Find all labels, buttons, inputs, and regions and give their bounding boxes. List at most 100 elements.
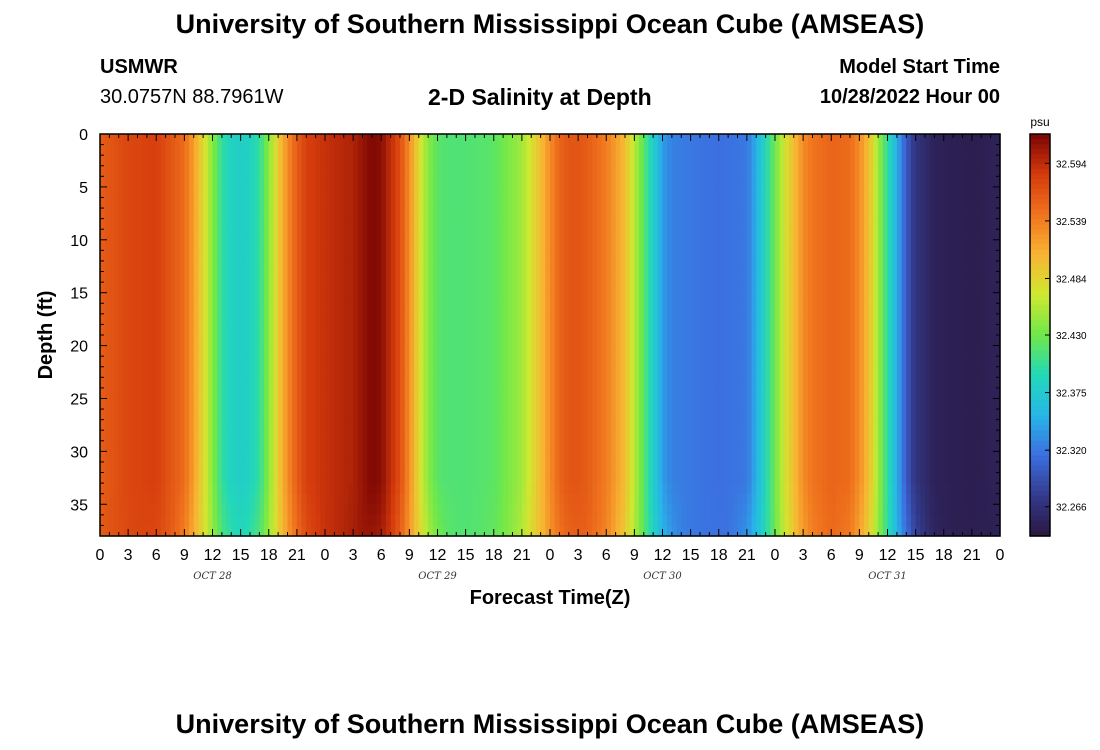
heatmap-cell (259, 504, 265, 516)
heatmap-cell (695, 208, 701, 220)
heatmap-cell (132, 197, 139, 209)
heatmap-cell (671, 356, 678, 368)
heatmap-cell (123, 303, 129, 315)
heatmap-cell (146, 461, 153, 474)
heatmap-cell (259, 366, 265, 378)
heatmap-cell (292, 387, 298, 400)
heatmap-cell (184, 186, 190, 199)
heatmap-cell (268, 271, 275, 283)
heatmap-cell (625, 504, 631, 516)
heatmap-cell (259, 419, 265, 431)
heatmap-cell (446, 282, 453, 294)
heatmap-cell (381, 440, 387, 452)
heatmap-cell (226, 218, 232, 230)
heatmap-cell (235, 461, 242, 474)
heatmap-cell (264, 335, 270, 347)
heatmap-cell (554, 440, 560, 452)
heatmap-cell (681, 356, 687, 368)
heatmap-cell (479, 514, 485, 527)
heatmap-cell (667, 176, 673, 188)
heatmap-cell (137, 250, 143, 262)
heatmap-cell (709, 472, 715, 484)
heatmap-cell (104, 292, 110, 304)
heatmap-cell (578, 218, 584, 230)
heatmap-cell (681, 493, 687, 505)
heatmap-cell (690, 260, 696, 273)
heatmap-cell (540, 366, 546, 378)
heatmap-cell (385, 409, 392, 421)
heatmap-cell (634, 409, 640, 421)
heatmap-cell (362, 451, 368, 463)
heatmap-cell (203, 208, 209, 220)
heatmap-cell (475, 483, 481, 495)
heatmap-cell (217, 387, 223, 400)
heatmap-cell (625, 144, 631, 156)
heatmap-cell (264, 504, 270, 516)
heatmap-cell (292, 250, 298, 262)
heatmap-cell (573, 229, 579, 241)
heatmap-cell (493, 229, 500, 241)
heatmap-cell (109, 461, 115, 474)
heatmap-cell (676, 271, 682, 283)
heatmap-cell (371, 356, 378, 368)
heatmap-cell (442, 525, 448, 537)
heatmap-cell (296, 483, 303, 495)
heatmap-cell (118, 134, 125, 146)
heatmap-cell (578, 155, 584, 167)
heatmap-cell (620, 229, 626, 241)
heatmap-cell (193, 356, 200, 368)
heatmap-cell (493, 493, 500, 505)
heatmap-cell (198, 260, 204, 273)
heatmap-cell (451, 271, 457, 283)
heatmap-cell (442, 218, 448, 230)
heatmap-cell (564, 440, 570, 452)
heatmap-cell (132, 377, 139, 389)
heatmap-cell (362, 398, 368, 410)
heatmap-cell (446, 229, 453, 241)
heatmap-cell (610, 176, 617, 188)
heatmap-cell (132, 260, 139, 273)
heatmap-cell (292, 377, 298, 389)
heatmap-cell (146, 292, 153, 304)
heatmap-cell (676, 176, 682, 188)
heatmap-cell (179, 472, 185, 484)
heatmap-cell (385, 387, 392, 400)
heatmap-cell (193, 525, 200, 537)
heatmap-cell (207, 282, 214, 294)
heatmap-cell (320, 144, 326, 156)
heatmap-cell (606, 366, 612, 378)
heatmap-cell (245, 144, 251, 156)
heatmap-cell (353, 366, 359, 378)
heatmap-cell (118, 483, 125, 495)
heatmap-cell (634, 525, 640, 537)
heatmap-cell (268, 134, 275, 146)
heatmap-cell (146, 409, 153, 421)
heatmap-cell (395, 324, 401, 336)
heatmap-cell (521, 409, 528, 421)
heatmap-cell (606, 250, 612, 262)
heatmap-cell (620, 461, 626, 474)
heatmap-cell (329, 208, 335, 220)
heatmap-cell (498, 144, 504, 156)
heatmap-cell (559, 398, 565, 410)
heatmap-cell (371, 440, 378, 452)
heatmap-cell (690, 472, 696, 484)
heatmap-cell (278, 165, 284, 177)
heatmap-cell (451, 430, 457, 442)
heatmap-cell (493, 134, 500, 146)
heatmap-cell (400, 366, 406, 378)
heatmap-cell (601, 493, 607, 505)
heatmap-cell (587, 345, 593, 357)
heatmap-cell (296, 398, 303, 410)
heatmap-cell (662, 239, 668, 251)
heatmap-cell (273, 292, 279, 304)
heatmap-cell (245, 335, 251, 347)
heatmap-cell (573, 387, 579, 400)
heatmap-cell (634, 324, 640, 336)
heatmap-cell (667, 387, 673, 400)
heatmap-cell (573, 239, 579, 251)
heatmap-cell (334, 409, 340, 421)
heatmap-cell (151, 229, 157, 241)
heatmap-cell (160, 144, 167, 156)
heatmap-cell (146, 493, 153, 505)
